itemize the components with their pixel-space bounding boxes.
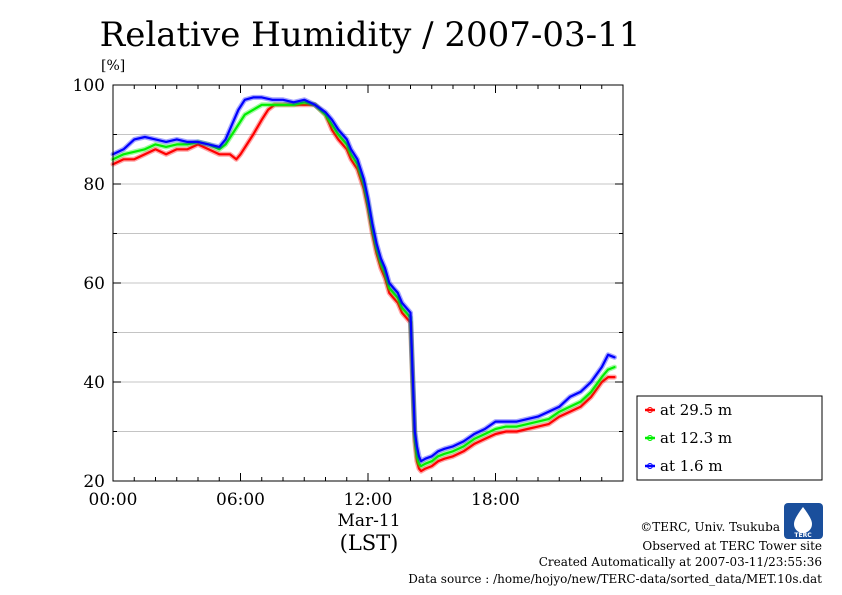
grid-lines <box>113 134 623 432</box>
legend-label: at 12.3 m <box>660 429 732 447</box>
water-drop-icon <box>794 507 812 533</box>
credit-created: Created Automatically at 2007-03-11/23:5… <box>539 555 822 569</box>
series-line-0 <box>111 103 616 473</box>
legend: at 29.5 m at 12.3 m at 1.6 m <box>636 395 823 481</box>
y-tick-label: 100 <box>73 76 105 96</box>
y-axis-ticks: 20 40 60 80 100 <box>73 76 623 492</box>
y-tick-label: 40 <box>83 373 105 393</box>
series-line-1 <box>111 101 616 468</box>
series-layer <box>110 94 617 474</box>
credit-source: Data source : /home/hojyo/new/TERC-data/… <box>408 572 822 586</box>
chart-title: Relative Humidity / 2007-03-11 <box>100 15 641 55</box>
credit-observed: Observed at TERC Tower site <box>642 539 822 553</box>
y-tick-label: 80 <box>83 175 105 195</box>
legend-marker <box>647 463 653 469</box>
x-axis-date-label: Mar-11 <box>337 511 400 531</box>
x-axis-ticks: 00:00 06:00 12:00 18:00 <box>89 85 624 510</box>
legend-label: at 29.5 m <box>660 401 732 419</box>
y-tick-label: 60 <box>83 274 105 294</box>
logo-text: TERC <box>794 532 812 539</box>
series-line-2 <box>111 96 616 463</box>
x-tick-label: 06:00 <box>216 490 265 510</box>
legend-box <box>636 395 823 481</box>
y-tick-label: 20 <box>83 472 105 492</box>
x-tick-label: 12:00 <box>344 490 393 510</box>
x-tick-label: 00:00 <box>89 490 138 510</box>
y-axis-unit: [%] <box>101 58 125 74</box>
terc-logo: TERC <box>784 503 823 539</box>
series-halo-2 <box>110 94 617 464</box>
credit-copyright: ©TERC, Univ. Tsukuba <box>640 520 780 534</box>
series-halo-1 <box>110 99 617 469</box>
legend-label: at 1.6 m <box>660 457 723 475</box>
x-tick-label: 18:00 <box>471 490 520 510</box>
x-axis-title: (LST) <box>340 531 399 555</box>
legend-marker <box>647 435 653 441</box>
legend-marker <box>647 407 653 413</box>
